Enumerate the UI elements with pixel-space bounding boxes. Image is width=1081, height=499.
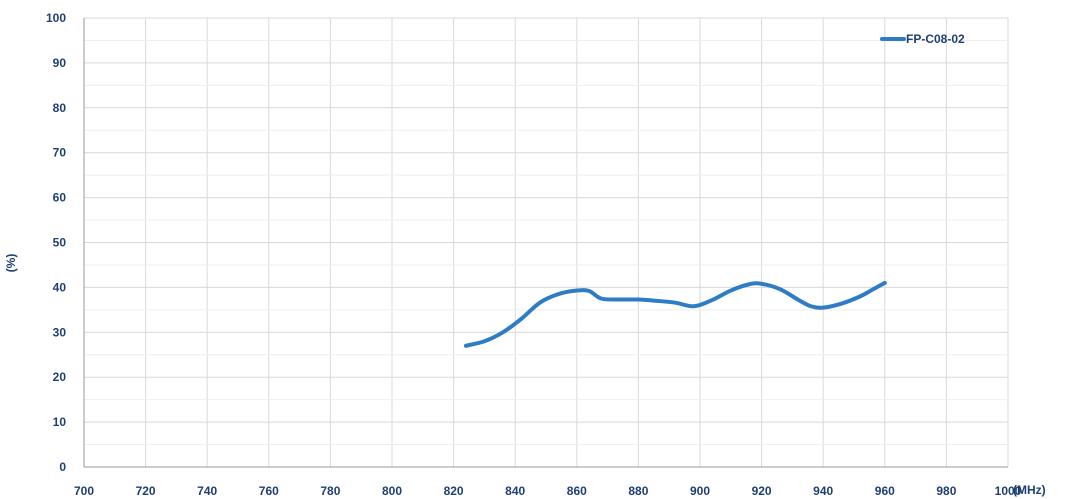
x-tick-label-800: 800 (382, 484, 402, 498)
x-tick-label-840: 840 (505, 484, 525, 498)
y-axis-label: (%) (4, 254, 18, 273)
x-tick-label-740: 740 (197, 484, 217, 498)
x-axis-label: (MHz) (1013, 483, 1046, 497)
y-tick-label-40: 40 (53, 280, 67, 294)
legend-label-fp-c08-02: FP-C08-02 (906, 32, 965, 46)
y-tick-label-90: 90 (53, 56, 67, 70)
y-tick-label-10: 10 (53, 415, 67, 429)
y-tick-label-70: 70 (53, 146, 67, 160)
x-tick-label-1000: 1000 (995, 484, 1022, 498)
x-tick-label-780: 780 (320, 484, 340, 498)
x-tick-label-960: 960 (875, 484, 895, 498)
series-line-fp-c08-02 (463, 280, 887, 348)
x-tick-label-820: 820 (444, 484, 464, 498)
y-tick-label-50: 50 (53, 236, 67, 250)
y-tick-label-0: 0 (59, 460, 66, 474)
x-tick-label-700: 700 (74, 484, 94, 498)
y-tick-label-80: 80 (53, 101, 67, 115)
y-tick-label-60: 60 (53, 191, 67, 205)
y-tick-label-30: 30 (53, 325, 67, 339)
axis-layer: 0 10 20 30 40 50 60 70 80 90 100 700 720 740 760 780 800… (46, 11, 1022, 498)
x-tick-label-760: 760 (259, 484, 279, 498)
x-tick-label-980: 980 (936, 484, 956, 498)
x-tick-label-720: 720 (136, 484, 156, 498)
x-tick-label-860: 860 (567, 484, 587, 498)
x-tick-label-900: 900 (690, 484, 710, 498)
grid-layer (83, 17, 1009, 468)
x-tick-label-920: 920 (752, 484, 772, 498)
x-tick-label-940: 940 (813, 484, 833, 498)
y-tick-label-100: 100 (46, 11, 66, 25)
y-tick-label-20: 20 (53, 370, 67, 384)
x-tick-label-880: 880 (628, 484, 648, 498)
series-layer (463, 280, 887, 348)
